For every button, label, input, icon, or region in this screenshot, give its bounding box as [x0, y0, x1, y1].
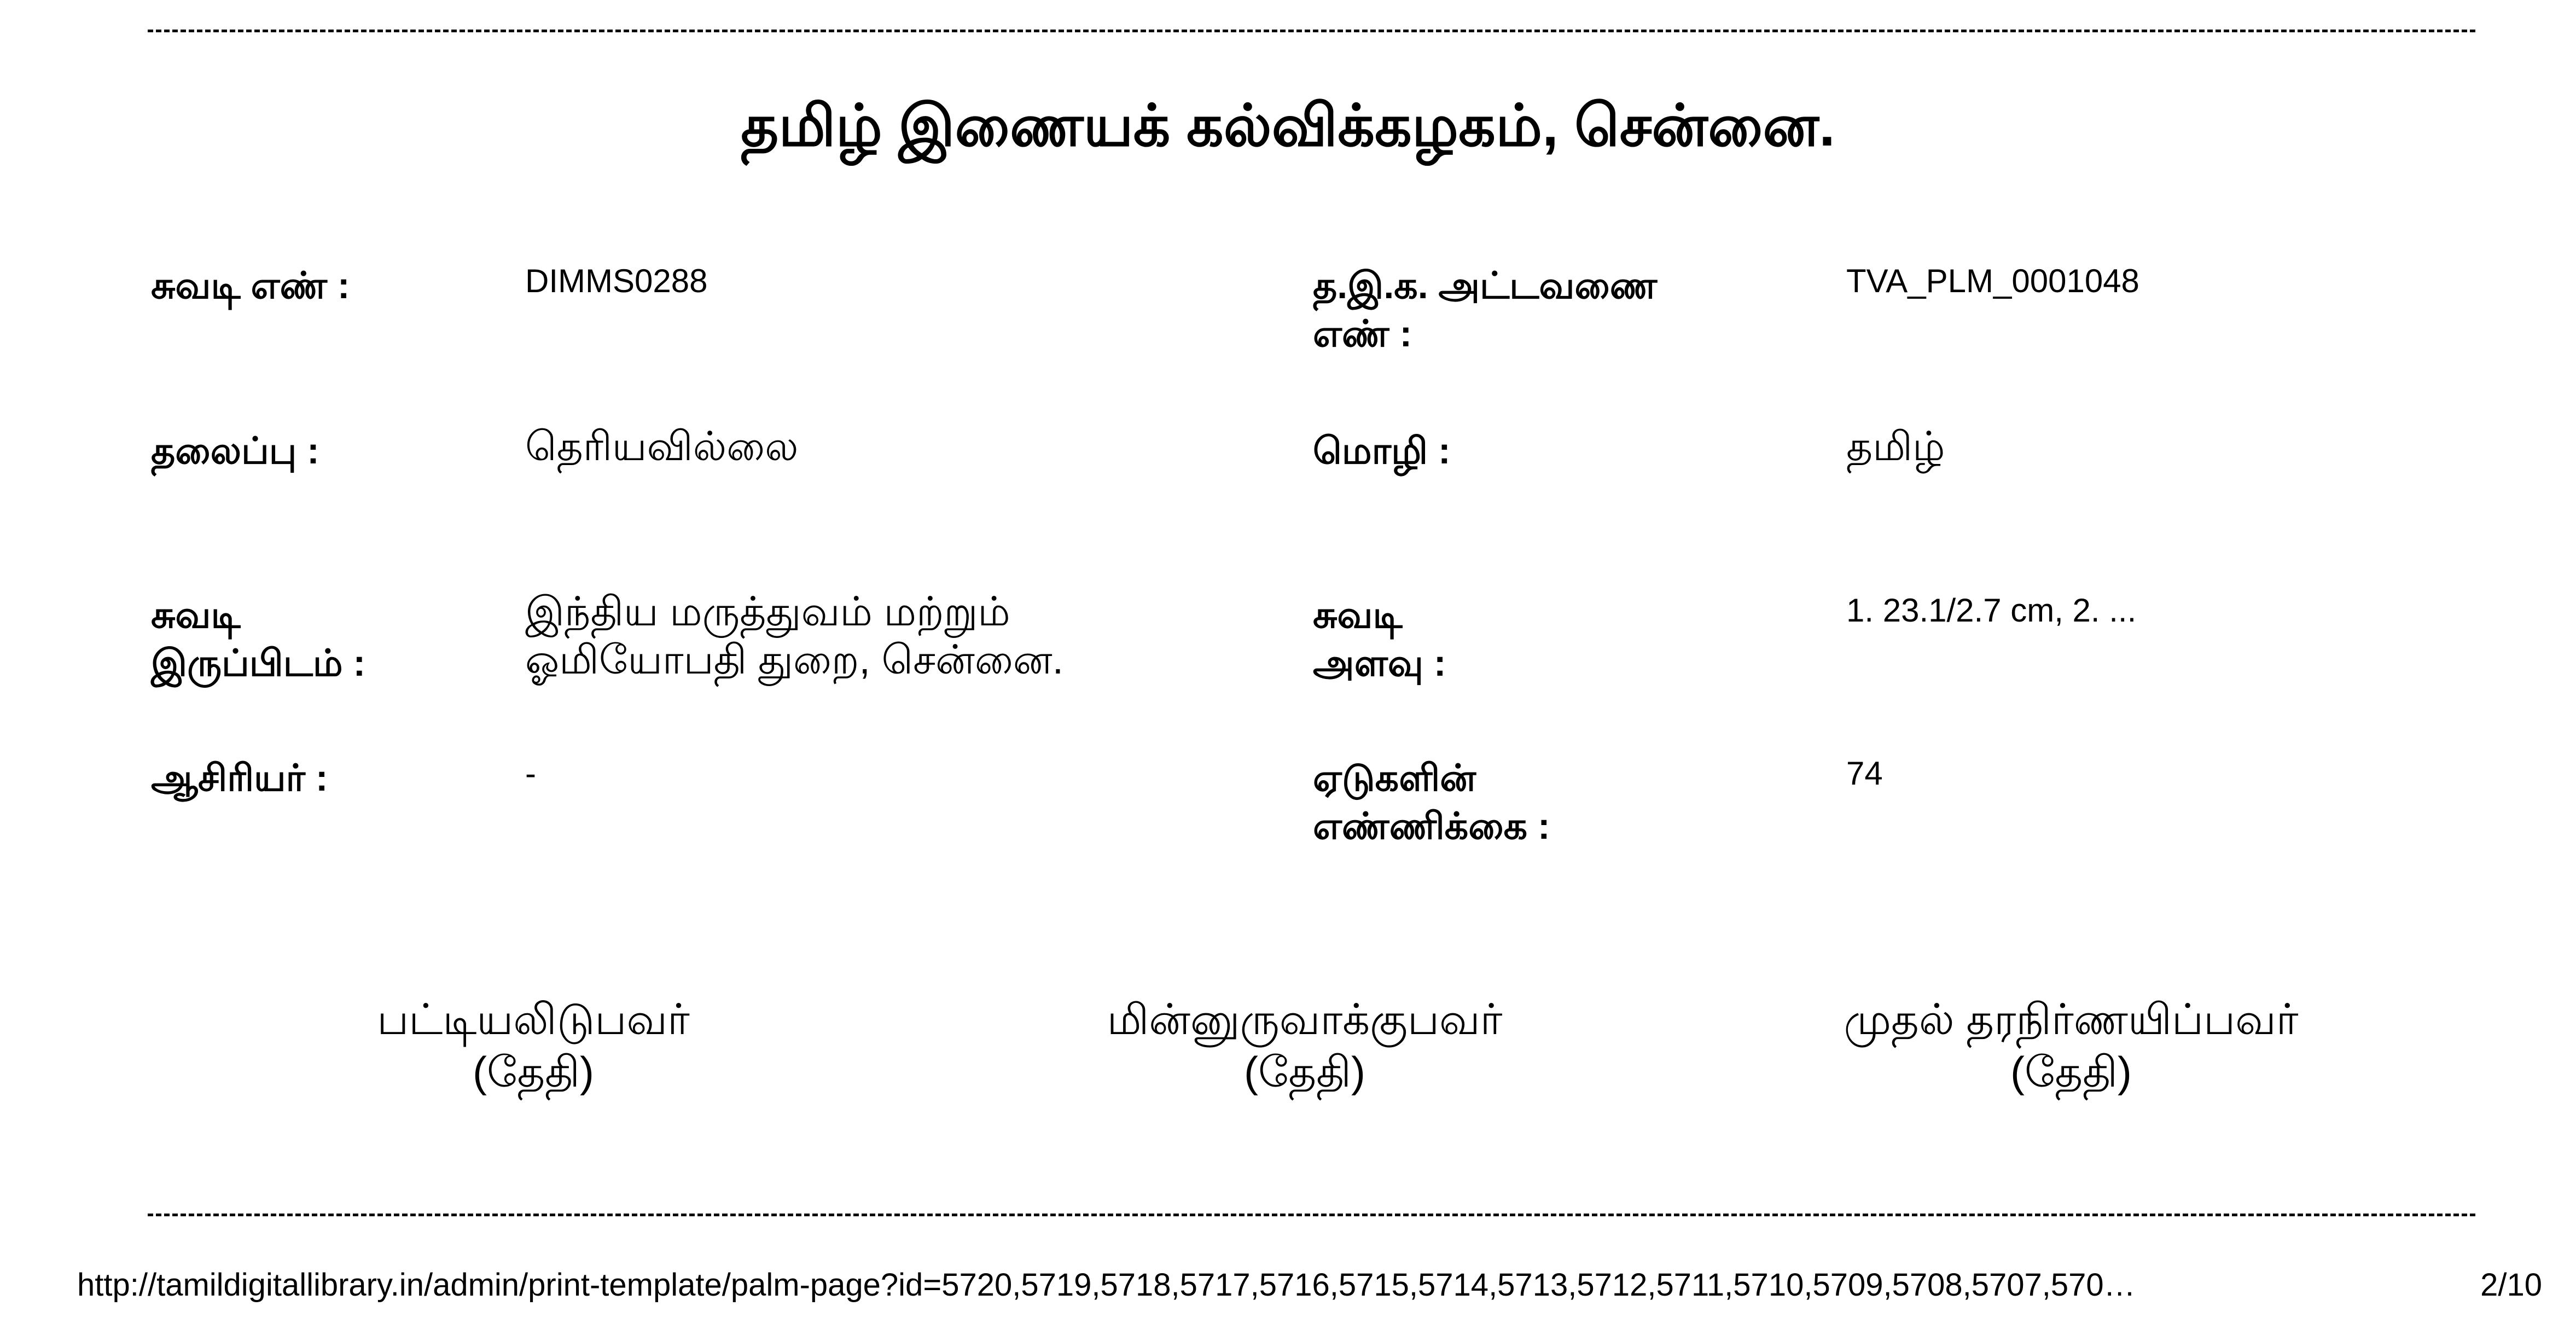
title-label: தலைப்பு :: [151, 430, 319, 472]
size-label: சுவடி அளவு :: [1313, 591, 1446, 687]
leaf-count-label-line2: எண்ணிக்கை :: [1313, 805, 1550, 847]
signature-cataloguer: பட்டியலிடுபவர் (தேதி): [232, 993, 834, 1098]
leaf-count-label-line1: ஏடுகளின்: [1313, 757, 1476, 799]
language-value: தமிழ்: [1846, 423, 1945, 469]
catalogue-number-label-line2: எண் :: [1313, 313, 1412, 355]
signature-quality-checker: முதல் தரநிர்ணயிப்பவர் (தேதி): [1770, 993, 2372, 1098]
size-value: 1. 23.1/2.7 cm, 2. ...: [1846, 592, 2137, 629]
size-label-line2: அளவு :: [1313, 642, 1446, 684]
size-label-line1: சுவடி: [1313, 594, 1403, 636]
leaf-count-value: 74: [1846, 755, 1883, 792]
signature-date: (தேதி): [2010, 1048, 2132, 1096]
signature-role: மின்னுருவாக்குபவர்: [1107, 995, 1503, 1043]
leaf-count-label: ஏடுகளின் எண்ணிக்கை :: [1313, 754, 1550, 850]
signature-digitizer: மின்னுருவாக்குபவர் (தேதி): [1004, 993, 1606, 1098]
author-value: -: [525, 755, 536, 792]
manuscript-number-label: சுவடி எண் :: [151, 265, 350, 306]
location-label: சுவடி இருப்பிடம் :: [151, 591, 365, 687]
top-divider: [148, 30, 2475, 32]
signature-date: (தேதி): [472, 1048, 595, 1096]
location-value-line2: ஓமியோபதி துறை, சென்னை.: [525, 637, 1064, 682]
footer-url: http://tamildigitallibrary.in/admin/prin…: [77, 1267, 2136, 1303]
language-label: மொழி :: [1313, 430, 1451, 472]
catalogue-number-label: த.இ.க. அட்டவணை எண் :: [1313, 262, 1657, 358]
location-value: இந்திய மருத்துவம் மற்றும் ஓமியோபதி துறை,…: [525, 588, 1063, 684]
title-value: தெரியவில்லை: [525, 423, 799, 469]
catalogue-number-value: TVA_PLM_0001048: [1846, 263, 2139, 299]
signature-role: பட்டியலிடுபவர்: [377, 995, 690, 1043]
bottom-divider: [148, 1214, 2475, 1216]
signature-role: முதல் தரநிர்ணயிப்பவர்: [1844, 995, 2299, 1043]
catalogue-number-label-line1: த.இ.க. அட்டவணை: [1313, 265, 1658, 306]
page-title: தமிழ் இணையக் கல்விக்கழகம், சென்னை.: [741, 94, 1835, 158]
location-label-line2: இருப்பிடம் :: [151, 642, 366, 684]
page-number: 2/10: [2480, 1267, 2542, 1303]
location-value-line1: இந்திய மருத்துவம் மற்றும்: [525, 589, 1010, 634]
location-label-line1: சுவடி: [151, 594, 241, 636]
author-label: ஆசிரியர் :: [151, 757, 328, 799]
signature-date: (தேதி): [1243, 1048, 1366, 1096]
manuscript-number-value: DIMMS0288: [525, 263, 708, 299]
